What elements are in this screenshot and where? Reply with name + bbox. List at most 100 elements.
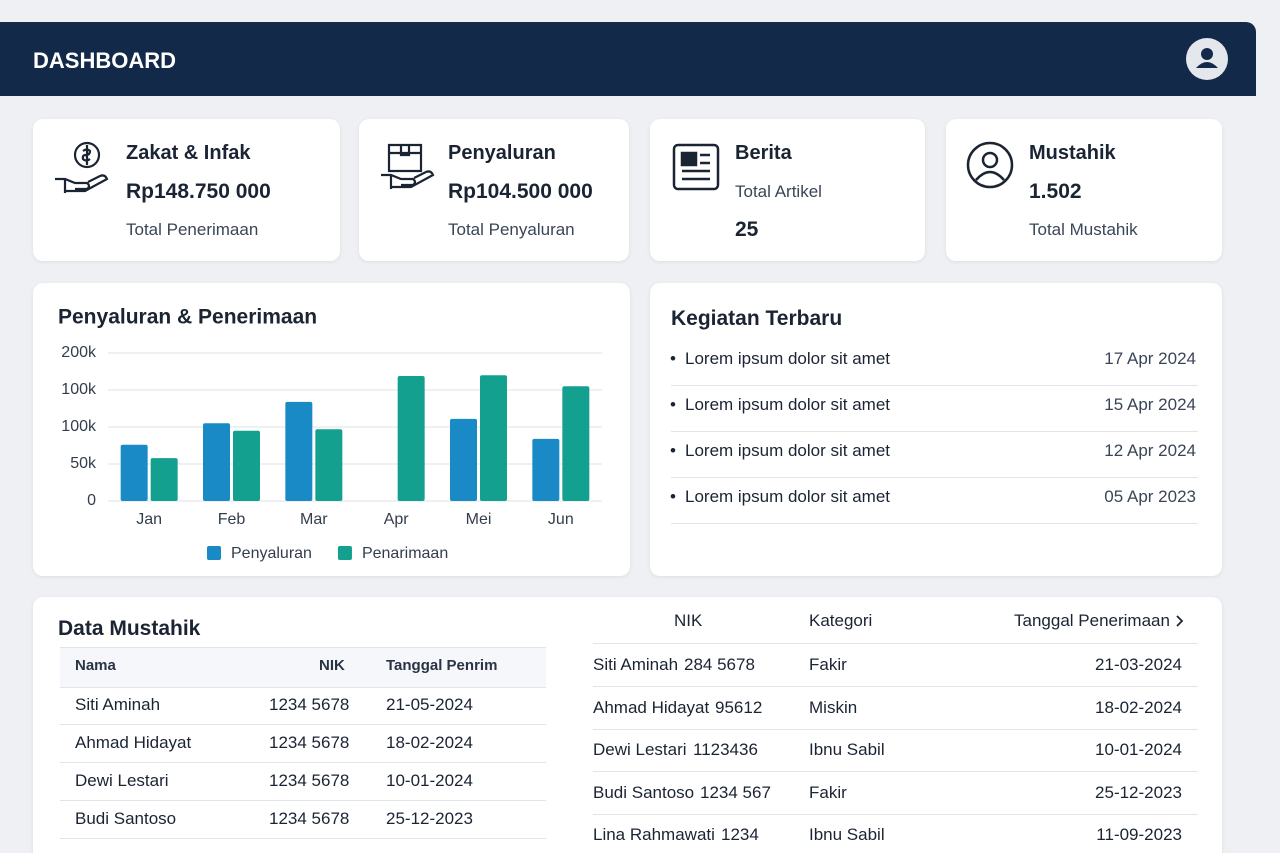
table-cell: 95612 <box>715 697 763 717</box>
column-header: NIK <box>319 657 345 674</box>
bar <box>397 375 425 501</box>
separator <box>593 643 1198 644</box>
table-cell: 1234 5678 <box>269 771 350 790</box>
table-cell: 11-09-2023 <box>1096 825 1182 844</box>
column-header: Kategori <box>809 611 873 630</box>
table-cell: Lina Rahmawati <box>593 825 715 844</box>
table-cell: 18-02-2024 <box>386 733 473 752</box>
y-tick-label: 100k <box>61 381 97 398</box>
bar <box>450 418 477 501</box>
table-cell: Dewi Lestari <box>75 771 169 790</box>
column-header: Nama <box>75 657 116 674</box>
stat-card: Berita Total Artikel 25 <box>650 119 925 261</box>
stat-card: Mustahik 1.502 Total Mustahik <box>946 119 1222 261</box>
legend-label: Penarimaan <box>362 545 448 562</box>
table-cell: Budi Santoso <box>75 809 177 828</box>
activity-text: Lorem ipsum dolor sit amet <box>685 349 891 368</box>
separator <box>60 838 546 839</box>
stat-title: Penyaluran <box>448 142 556 164</box>
bullet: • <box>670 395 676 414</box>
y-tick-label: 0 <box>87 492 96 509</box>
activity-date: 17 Apr 2024 <box>1104 349 1196 368</box>
stat-title: Mustahik <box>1029 142 1116 164</box>
table-card: Data Mustahik Nama NIK Tanggal Penrim Siti … <box>33 597 1222 853</box>
stat-caption: Total Penerimaan <box>126 220 259 239</box>
activity-date: 15 Apr 2024 <box>1104 395 1196 414</box>
stat-title: Zakat & Infak <box>126 142 251 164</box>
table-cell: 284 5678 <box>684 655 755 674</box>
header-title: DASHBOARD <box>33 48 176 73</box>
x-tick-label: Feb <box>218 511 246 528</box>
stat-value: 1.502 <box>1029 180 1082 203</box>
separator <box>671 477 1198 478</box>
bar <box>203 423 230 501</box>
table-cell: 18-02-2024 <box>1095 697 1182 717</box>
separator <box>593 686 1198 687</box>
table-cell: 1234 567 <box>700 782 771 802</box>
legend-swatch <box>337 546 352 560</box>
separator <box>671 431 1198 432</box>
activities-title: Kegiatan Terbaru <box>671 307 843 330</box>
header: DASHBOARD <box>0 22 1256 96</box>
stat-caption: Total Penyaluran <box>448 220 575 239</box>
table-cell: 25-12-2023 <box>1095 782 1182 802</box>
table-cell: Siti Aminah <box>75 695 161 714</box>
sort-chevron[interactable] <box>1175 614 1185 628</box>
chart-card: Penyaluran & Penerimaan 0 50k 100k 100k 200k… <box>33 283 630 576</box>
column-header: NIK <box>674 611 703 630</box>
separator <box>593 813 1198 815</box>
separator <box>671 385 1198 386</box>
bar <box>562 386 590 501</box>
activities-card: Kegiatan Terbaru • Lorem ipsum dolor sit … <box>650 283 1222 576</box>
stat-value: Rp104.500 000 <box>448 180 593 203</box>
user-avatar[interactable] <box>1186 38 1228 80</box>
table-cell: 10-01-2024 <box>1095 740 1182 759</box>
separator <box>60 800 546 801</box>
column-header: Tanggal Penrim <box>386 657 498 674</box>
stat-caption: Total Mustahik <box>1029 220 1138 239</box>
y-tick-label: 200k <box>61 344 97 361</box>
table-cell: 1234 5678 <box>269 695 350 714</box>
y-tick-label: 50k <box>70 455 97 472</box>
chart-title: Penyaluran & Penerimaan <box>58 306 317 329</box>
icon-user <box>966 141 1014 189</box>
chart: Penyaluran & Penerimaan 0 50k 100k 100k 200k… <box>58 306 602 562</box>
table-cell: Fakir <box>809 782 847 802</box>
separator <box>60 762 546 763</box>
activity-date: 12 Apr 2024 <box>1104 441 1196 460</box>
activity-text: Lorem ipsum dolor sit amet <box>685 441 891 460</box>
x-tick-label: Mar <box>300 511 328 528</box>
table-cell: Ahmad Hidayat <box>593 697 710 717</box>
table-cell: Miskin <box>809 697 858 717</box>
column-header: Tanggal Penerimaan <box>1014 611 1170 630</box>
x-tick-label: Jun <box>548 511 574 528</box>
table-cell: Siti Aminah <box>593 655 679 674</box>
bar <box>315 429 343 501</box>
separator <box>671 523 1198 524</box>
bullet: • <box>670 487 676 506</box>
table-cell: Ahmad Hidayat <box>75 733 192 752</box>
table-cell: Dewi Lestari <box>593 740 687 759</box>
activity-text: Lorem ipsum dolor sit amet <box>685 487 891 506</box>
table-cell: Ibnu Sabil <box>809 825 885 844</box>
table-cell: 10-01-2024 <box>386 771 473 790</box>
bar <box>150 458 178 501</box>
legend-swatch <box>207 546 221 560</box>
table-cell: 1123436 <box>693 740 758 759</box>
stat-title: Berita <box>735 142 792 164</box>
table-cell: 1234 5678 <box>269 809 350 828</box>
table-cell: 1234 <box>721 825 759 844</box>
activity-date: 05 Apr 2023 <box>1104 487 1196 506</box>
x-tick-label: Apr <box>384 511 410 528</box>
bullet: • <box>670 349 676 368</box>
table-title: Data Mustahik <box>58 617 201 640</box>
stat-card: Penyaluran Rp104.500 000 Total Penyalura… <box>359 119 629 261</box>
table-cell: Ibnu Sabil <box>809 740 885 759</box>
y-tick-label: 100k <box>61 418 97 435</box>
table-cell: Fakir <box>809 655 847 674</box>
stat-card: Zakat & Infak Rp148.750 000 Total Peneri… <box>33 119 340 261</box>
bar <box>233 430 260 501</box>
bar <box>120 444 148 501</box>
stat-value: 25 <box>735 218 759 241</box>
